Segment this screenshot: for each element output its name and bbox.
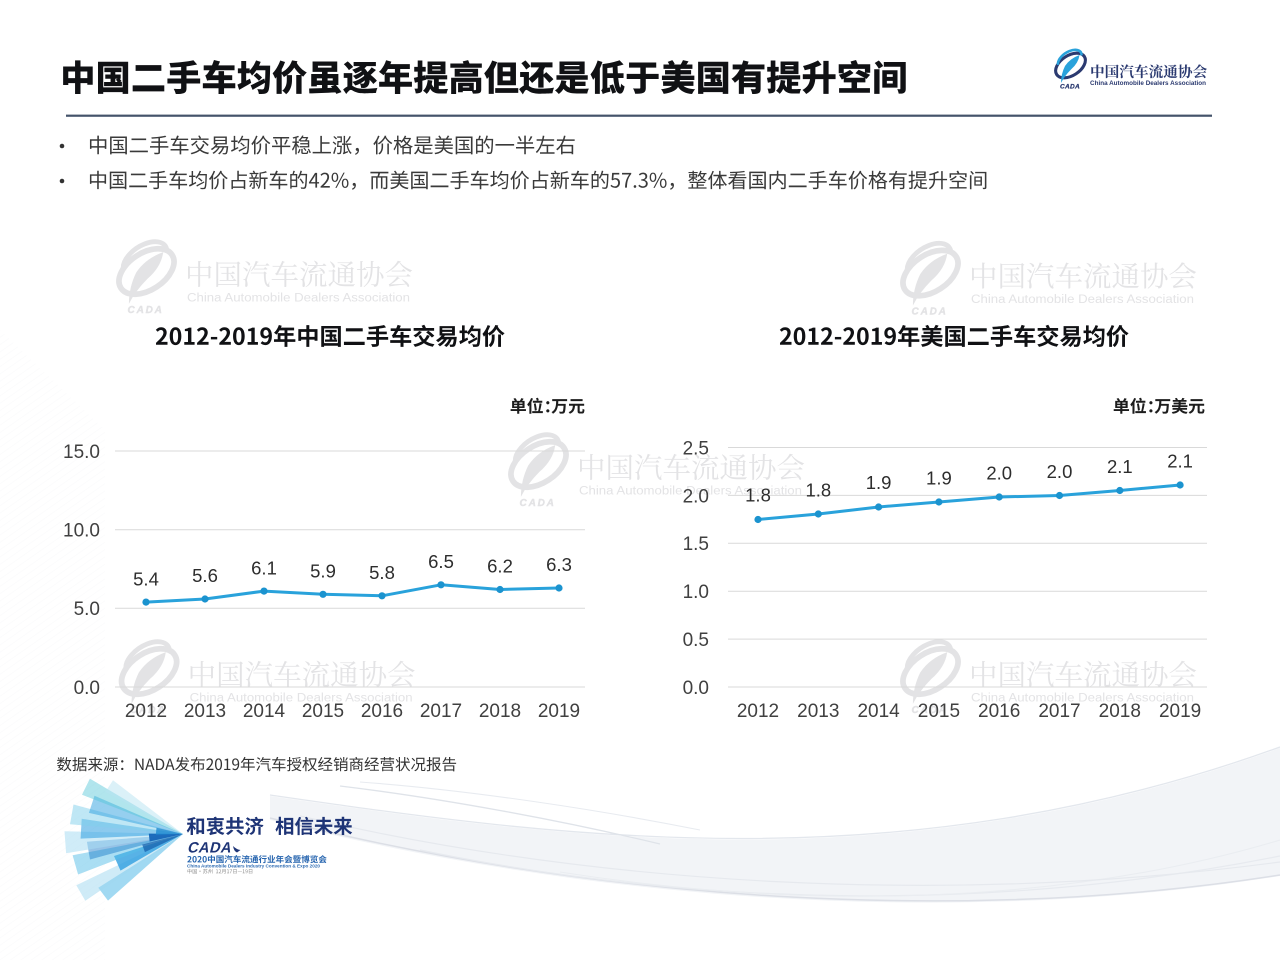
svg-text:2.1: 2.1 [1107, 456, 1133, 477]
svg-text:2.1: 2.1 [1167, 451, 1193, 472]
svg-text:1.9: 1.9 [926, 468, 952, 489]
svg-text:1.5: 1.5 [683, 534, 709, 555]
svg-text:2019: 2019 [1159, 701, 1201, 722]
svg-text:2013: 2013 [797, 701, 839, 722]
svg-text:2016: 2016 [978, 701, 1020, 722]
svg-text:1.0: 1.0 [683, 582, 709, 603]
svg-text:5.0: 5.0 [74, 599, 100, 620]
svg-text:2014: 2014 [243, 701, 286, 722]
svg-text:1.8: 1.8 [805, 480, 831, 501]
svg-text:2017: 2017 [1038, 701, 1080, 722]
svg-text:China Automobile Dealers Indus: China Automobile Dealers Industry Conven… [187, 863, 320, 868]
svg-text:1.8: 1.8 [745, 485, 771, 506]
svg-text:2.0: 2.0 [683, 486, 709, 507]
svg-text:2015: 2015 [918, 701, 960, 722]
svg-text:2016: 2016 [361, 701, 403, 722]
svg-text:5.6: 5.6 [192, 565, 218, 586]
svg-text:2012: 2012 [737, 701, 779, 722]
svg-text:2018: 2018 [1099, 701, 1141, 722]
svg-text:2014: 2014 [857, 701, 900, 722]
svg-text:China Automobile Dealers Assoc: China Automobile Dealers Association [1090, 80, 1206, 87]
svg-text:2019: 2019 [538, 701, 580, 722]
svg-text:2.0: 2.0 [1047, 461, 1073, 482]
svg-text:2012: 2012 [125, 701, 167, 722]
svg-text:0.5: 0.5 [683, 630, 709, 651]
svg-text:5.8: 5.8 [369, 562, 395, 583]
svg-text:15.0: 15.0 [63, 442, 100, 463]
svg-text:10.0: 10.0 [63, 521, 100, 542]
svg-text:5.4: 5.4 [133, 568, 159, 589]
svg-text:CADA: CADA [186, 840, 234, 857]
svg-text:1.9: 1.9 [866, 472, 892, 493]
svg-text:2.5: 2.5 [683, 438, 709, 459]
svg-text:6.2: 6.2 [487, 556, 513, 577]
svg-text:2013: 2013 [184, 701, 226, 722]
svg-text:0.0: 0.0 [74, 678, 100, 699]
svg-text:5.9: 5.9 [310, 561, 336, 582]
svg-text:6.1: 6.1 [251, 557, 277, 578]
svg-text:6.3: 6.3 [546, 554, 572, 575]
svg-text:0.0: 0.0 [683, 678, 709, 699]
svg-text:CADA: CADA [1060, 83, 1080, 90]
svg-text:2017: 2017 [420, 701, 462, 722]
svg-text:2018: 2018 [479, 701, 521, 722]
svg-text:2015: 2015 [302, 701, 344, 722]
svg-text:2.0: 2.0 [986, 463, 1012, 484]
svg-text:6.5: 6.5 [428, 551, 454, 572]
